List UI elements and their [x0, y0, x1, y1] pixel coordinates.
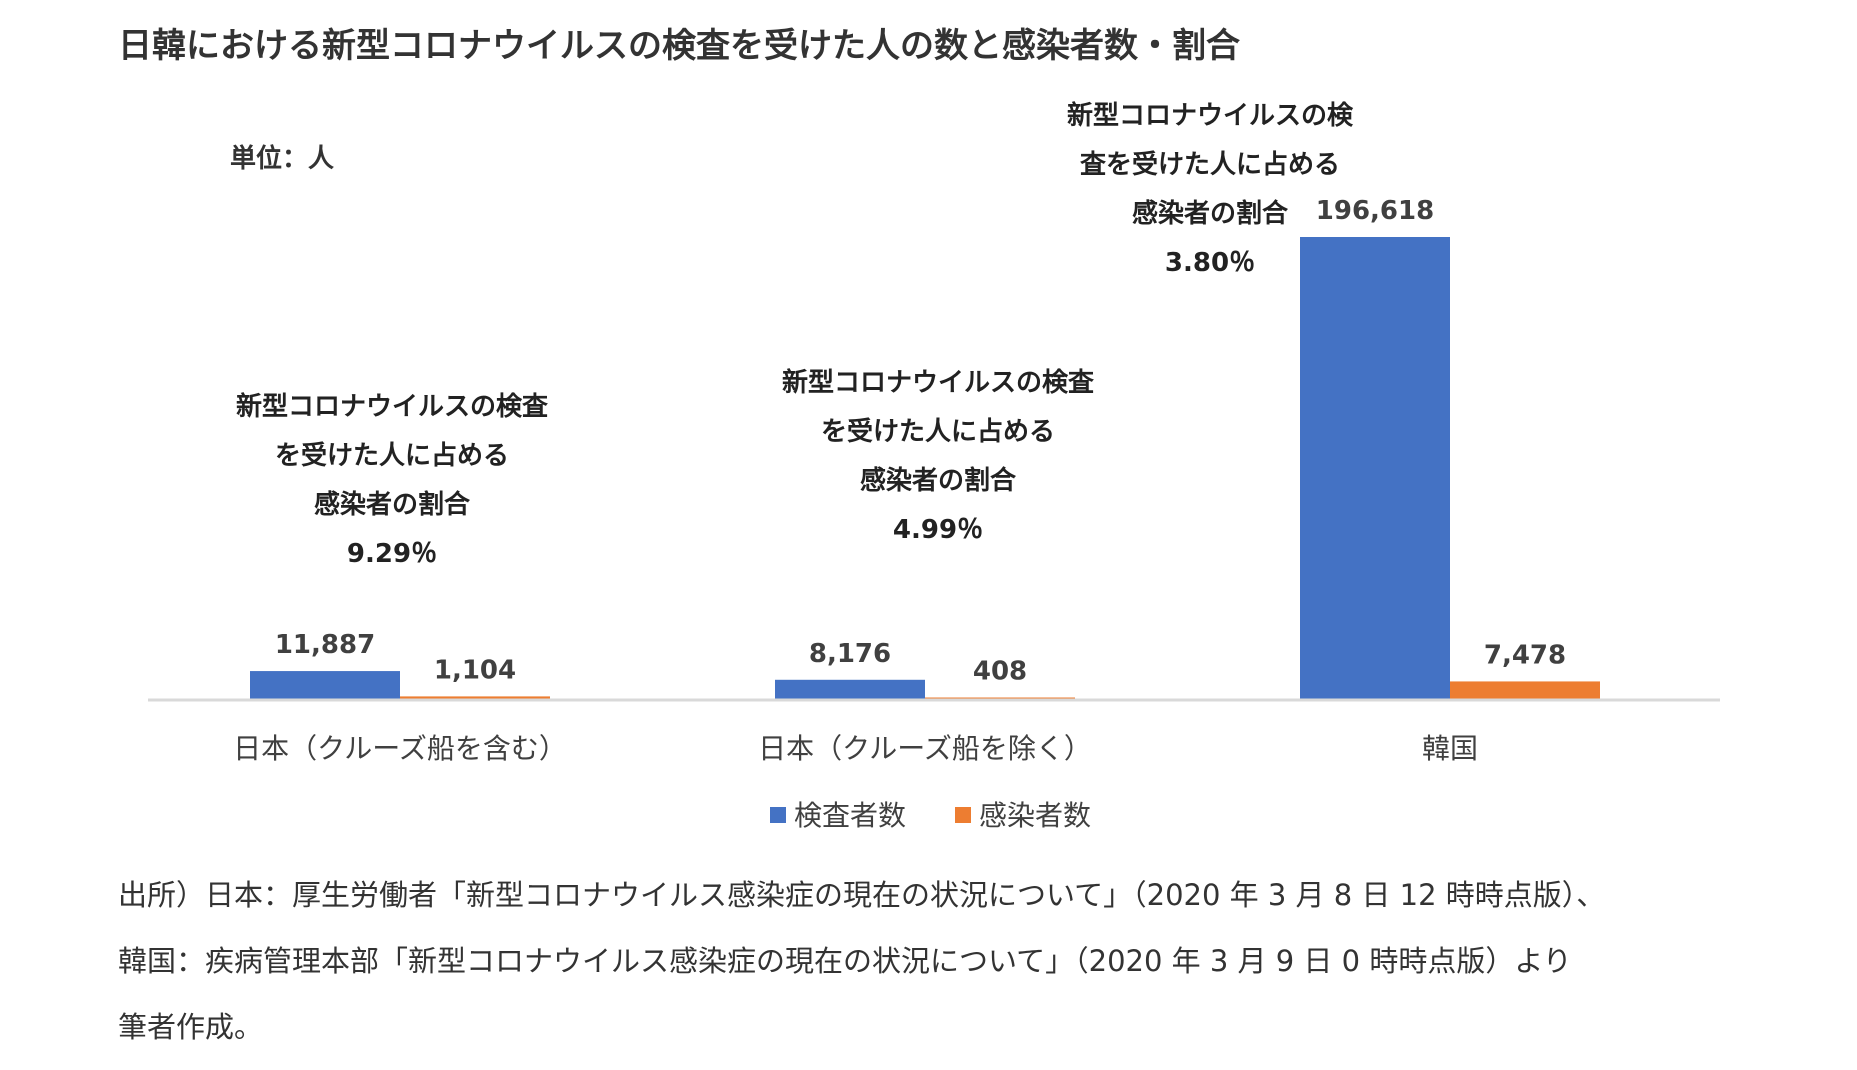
ratio-annotation-line: を受けた人に占める [275, 440, 509, 471]
ratio-annotation-line: を受けた人に占める [821, 416, 1055, 447]
bars: 11,887 1,104 8,176 408 196,618 7,478 [250, 196, 1600, 699]
data-label: 408 [973, 657, 1027, 687]
ratio-annotation-line: 新型コロナウイルスの検査 [782, 367, 1094, 398]
source-line: 出所）日本：厚生労働者「新型コロナウイルス感染症の現在の状況について」（2020… [118, 878, 1606, 912]
source-line: 筆者作成。 [118, 1010, 264, 1044]
ratio-annotation-line: 感染者の割合 [1132, 198, 1289, 229]
ratio-value: 3.80％ [1165, 248, 1255, 278]
source-note: 出所）日本：厚生労働者「新型コロナウイルス感染症の現在の状況について」（2020… [118, 862, 1798, 1060]
category-label: 韓国 [1422, 732, 1478, 765]
ratio-annotation-line: 感染者の割合 [860, 465, 1017, 496]
bar [925, 697, 1075, 699]
bar [250, 671, 400, 699]
bar [775, 679, 925, 699]
legend: 検査者数 感染者数 [770, 799, 1091, 832]
legend-label: 感染者数 [979, 799, 1091, 832]
legend-label: 検査者数 [794, 799, 906, 832]
category-label: 日本（クルーズ船を含む） [233, 732, 567, 765]
data-label: 1,104 [434, 655, 516, 685]
ratio-annotation-line: 新型コロナウイルスの検査 [236, 391, 548, 422]
ratio-value: 4.99％ [893, 515, 983, 545]
data-label: 8,176 [809, 639, 891, 669]
bar [1300, 237, 1450, 699]
data-label: 196,618 [1316, 196, 1434, 226]
bar-chart: 単位：人 新型コロナウイルスの検査を受けた人に占める感染者の割合9.29％新型コ… [148, 100, 1720, 832]
ratio-annotation-line: 感染者の割合 [314, 489, 471, 520]
unit-label: 単位：人 [230, 143, 334, 174]
ratio-annotations: 新型コロナウイルスの検査を受けた人に占める感染者の割合9.29％新型コロナウイル… [236, 100, 1354, 569]
source-line: 韓国：疾病管理本部「新型コロナウイルス感染症の現在の状況について」（2020 年… [118, 944, 1572, 978]
category-labels: 日本（クルーズ船を含む） 日本（クルーズ船を除く） 韓国 [233, 732, 1478, 765]
bar [400, 696, 550, 699]
bar [1450, 681, 1600, 699]
legend-swatch [770, 807, 786, 823]
legend-swatch [955, 807, 971, 823]
category-label: 日本（クルーズ船を除く） [758, 732, 1092, 765]
ratio-annotation-line: 査を受けた人に占める [1080, 149, 1340, 180]
data-label: 11,887 [275, 630, 375, 660]
chart-title: 日韓における新型コロナウイルスの検査を受けた人の数と感染者数・割合 [118, 26, 1240, 66]
ratio-value: 9.29％ [347, 539, 437, 569]
data-label: 7,478 [1484, 640, 1566, 670]
ratio-annotation-line: 新型コロナウイルスの検 [1067, 100, 1354, 131]
